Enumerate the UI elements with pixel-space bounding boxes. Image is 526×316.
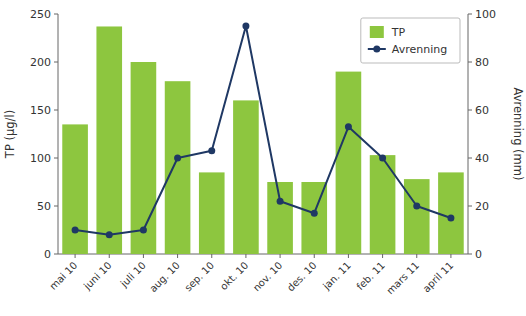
y-tick-label: 150 [30, 104, 51, 117]
y-tick [54, 14, 58, 15]
x-tick-label: des. 10 [285, 260, 319, 294]
y-axis-title: TP (µg/l) [3, 110, 17, 159]
legend: TP Avrenning [361, 18, 460, 63]
legend-label: TP [391, 26, 406, 39]
y2-tick-label: 80 [475, 56, 489, 69]
y-tick-label: 250 [30, 8, 51, 21]
x-tick-label: jan. 11 [320, 260, 353, 293]
y-tick [54, 206, 58, 207]
x-tick-label: april 11 [421, 260, 456, 295]
chart: 0 50 100 150 200 250 0 20 40 60 80 100 mai 10juni 10… [0, 0, 526, 316]
y2-tick [468, 110, 472, 111]
bar [438, 172, 464, 254]
y2-tick-label: 0 [475, 248, 482, 261]
bar [131, 62, 157, 254]
y2-tick-label: 40 [475, 152, 489, 165]
marker [72, 227, 79, 234]
marker [140, 227, 147, 234]
y-tick-label: 200 [30, 56, 51, 69]
marker [277, 198, 284, 205]
x-tick [143, 254, 144, 258]
x-tick-label: aug. 10 [147, 260, 182, 295]
marker [311, 210, 318, 217]
x-tick-label: okt. 10 [218, 260, 250, 292]
x-tick [450, 254, 451, 258]
x-tick [314, 254, 315, 258]
x-tick-label: mai 10 [47, 260, 79, 292]
x-tick-label: mars 11 [384, 260, 421, 297]
bar [96, 26, 122, 254]
bar [267, 182, 293, 254]
marker [345, 123, 352, 130]
marker [106, 231, 113, 238]
chart-container: 0 50 100 150 200 250 0 20 40 60 80 100 mai 10juni 10… [0, 0, 526, 316]
x-tick-label: nov. 10 [251, 260, 285, 294]
y-axis-line [58, 14, 59, 254]
marker [447, 215, 454, 222]
y2-axis-line [468, 14, 469, 254]
legend-box [361, 18, 460, 63]
x-tick [382, 254, 383, 258]
legend-swatch [370, 26, 384, 38]
x-tick [177, 254, 178, 258]
marker [242, 23, 249, 30]
x-tick [280, 254, 281, 258]
x-tick [348, 254, 349, 258]
marker [413, 203, 420, 210]
x-tick-label: sep. 10 [182, 260, 216, 294]
x-tick-label: juli 10 [118, 260, 148, 290]
y2-tick [468, 254, 472, 255]
bar [233, 100, 259, 254]
x-tick [211, 254, 212, 258]
y-tick [54, 110, 58, 111]
y2-axis-title: Avrenning (mm) [511, 88, 525, 181]
y-tick [54, 158, 58, 159]
x-tick-label: juni 10 [81, 260, 114, 293]
y2-tick-label: 100 [475, 8, 496, 21]
legend-label: Avrenning [392, 43, 447, 56]
y-tick-label: 50 [37, 200, 51, 213]
x-tick [75, 254, 76, 258]
y2-tick [468, 158, 472, 159]
x-tick [109, 254, 110, 258]
bar [199, 172, 225, 254]
y2-tick [468, 206, 472, 207]
y-tick [54, 254, 58, 255]
bar [336, 72, 362, 254]
x-tick-label: feb. 11 [354, 260, 387, 293]
x-tick [416, 254, 417, 258]
marker [208, 147, 215, 154]
bar [404, 179, 430, 254]
bar [165, 81, 191, 254]
y2-tick [468, 62, 472, 63]
y2-tick [468, 14, 472, 15]
marker [379, 155, 386, 162]
y2-tick-label: 20 [475, 200, 489, 213]
marker [174, 155, 181, 162]
y-tick-label: 100 [30, 152, 51, 165]
x-tick [245, 254, 246, 258]
legend-marker [373, 46, 380, 53]
bar [62, 124, 88, 254]
y-tick [54, 62, 58, 63]
y-tick-label: 0 [44, 248, 51, 261]
y2-tick-label: 60 [475, 104, 489, 117]
